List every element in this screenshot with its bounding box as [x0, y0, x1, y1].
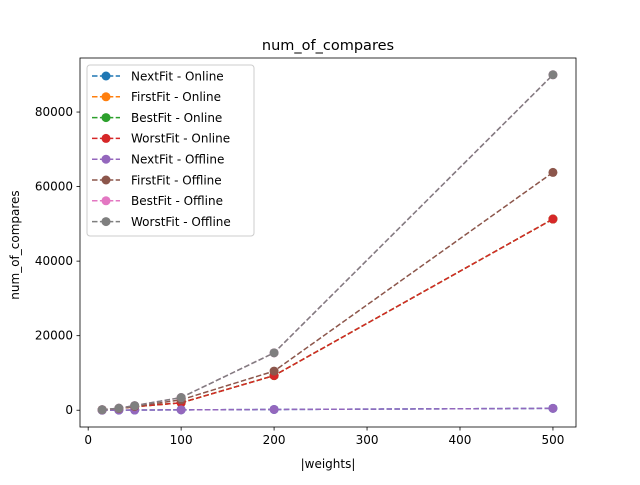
series-worstfit-offline: [97, 70, 558, 415]
data-point: [130, 401, 140, 411]
series-line: [102, 74, 554, 411]
x-axis-label: |weights|: [301, 457, 356, 471]
legend-entry: FirstFit - Offline: [92, 173, 222, 187]
series-bestfit-online: [97, 214, 558, 415]
legend-marker: [101, 175, 111, 185]
chart-title: num_of_compares: [262, 38, 394, 54]
data-point: [269, 404, 279, 414]
axis-ticks: 0 100 200 300 400 500 0 20000 40000 60000 80000: [35, 105, 565, 447]
series-line: [102, 218, 554, 411]
data-point: [548, 167, 558, 177]
x-tick-label: 500: [541, 433, 564, 447]
y-tick-label: 0: [65, 403, 73, 417]
data-point: [548, 70, 558, 80]
legend: NextFit - Online FirstFit - Online BestFit…: [86, 64, 255, 237]
legend-marker: [101, 217, 111, 227]
x-tick-label: 400: [449, 433, 472, 447]
legend-marker: [101, 133, 111, 143]
data-point: [97, 405, 107, 415]
x-tick-label: 0: [84, 433, 92, 447]
legend-label: FirstFit - Offline: [131, 173, 222, 187]
y-tick-label: 80000: [35, 105, 73, 119]
legend-label: NextFit - Online: [131, 69, 224, 83]
legend-label: WorstFit - Online: [131, 132, 230, 146]
legend-marker: [101, 113, 111, 123]
legend-entry: BestFit - Offline: [92, 194, 223, 208]
legend-entry: FirstFit - Online: [92, 90, 221, 104]
x-tick-label: 300: [356, 433, 379, 447]
y-tick-label: 60000: [35, 180, 73, 194]
series-worstfit-online: [97, 214, 558, 415]
x-tick-label: 100: [170, 433, 193, 447]
series-line: [102, 407, 553, 411]
legend-label: BestFit - Online: [131, 111, 222, 125]
legend-label: BestFit - Offline: [131, 194, 223, 208]
series-firstfit-online: [97, 214, 558, 415]
legend-marker: [101, 196, 111, 206]
legend-label: NextFit - Offline: [131, 153, 224, 167]
legend-marker: [101, 92, 111, 102]
legend-marker: [101, 154, 111, 164]
series-lines: [97, 70, 558, 415]
legend-entry: BestFit - Online: [92, 111, 222, 125]
data-point: [548, 403, 558, 413]
y-tick-label: 40000: [35, 254, 73, 268]
data-point: [548, 214, 558, 224]
legend-box: [86, 64, 255, 237]
legend-marker: [101, 71, 111, 81]
series-line: [102, 171, 554, 411]
legend-entry: WorstFit - Offline: [92, 215, 231, 229]
data-point: [176, 393, 186, 403]
data-point: [114, 403, 124, 413]
legend-label: WorstFit - Offline: [131, 215, 231, 229]
data-point: [176, 405, 186, 415]
data-point: [269, 348, 279, 358]
plot-frame: [79, 57, 577, 428]
legend-entry: WorstFit - Online: [92, 132, 230, 146]
x-tick-label: 200: [263, 433, 286, 447]
series-nextfit-offline: [97, 403, 558, 415]
y-tick-label: 20000: [35, 329, 73, 343]
legend-entry: NextFit - Online: [92, 69, 224, 83]
legend-label: FirstFit - Online: [131, 90, 221, 104]
data-point: [269, 366, 279, 376]
y-axis-label: num_of_compares: [8, 190, 22, 299]
series-line: [102, 218, 554, 411]
legend-entry: NextFit - Offline: [92, 153, 224, 167]
series-line: [102, 218, 554, 411]
